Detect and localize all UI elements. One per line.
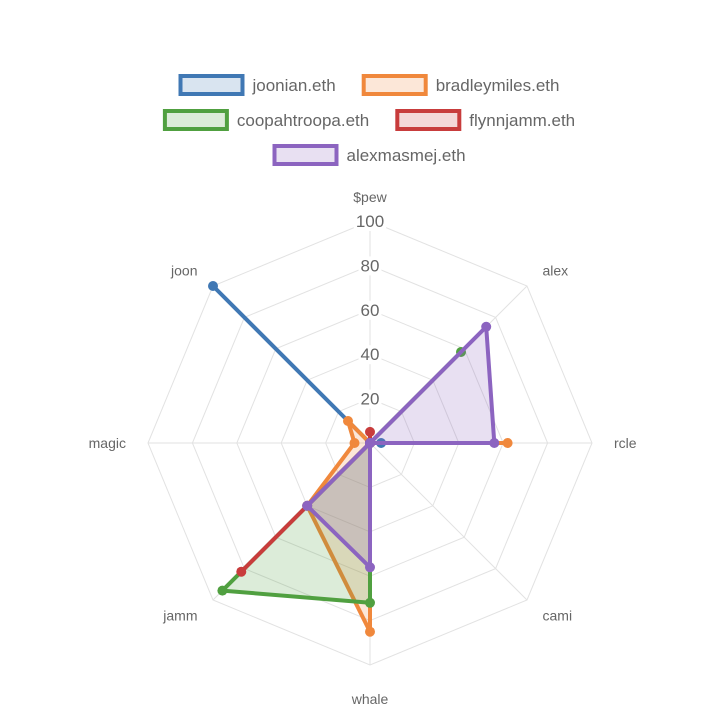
legend-swatch-2	[162, 109, 229, 131]
legend-item-1[interactable]: bradleymiles.eth	[361, 74, 560, 96]
axis-label-6: magic	[89, 435, 126, 451]
tick-label-40: 40	[361, 345, 380, 364]
tick-label-backdrop	[358, 389, 382, 409]
legend-label-4: alexmasmej.eth	[347, 146, 466, 165]
series-4-point-1[interactable]	[481, 321, 492, 332]
series-3-point-0[interactable]	[365, 426, 375, 437]
legend-swatch-3	[395, 109, 462, 131]
legend-item-4[interactable]: alexmasmej.eth	[272, 144, 466, 166]
series-0-point-7[interactable]	[208, 281, 218, 291]
series-4	[302, 321, 500, 573]
series-1-point-4[interactable]	[365, 626, 375, 637]
series-2-point-4[interactable]	[365, 597, 375, 608]
axis-labels: $pew alex rcle cami whale jamm magic joon	[89, 189, 637, 707]
radial-tick-labels: 20 40 60 80 100	[353, 212, 387, 409]
series-3-point-5[interactable]	[236, 566, 247, 577]
axis-label-3: cami	[543, 608, 573, 624]
grid-spoke-3	[369, 442, 528, 601]
legend-label-3: flynnjamm.eth	[469, 111, 575, 130]
axis-label-2: rcle	[614, 435, 637, 451]
tick-label-60: 60	[361, 301, 380, 320]
series-4-point-2[interactable]	[489, 438, 500, 448]
tick-label-backdrop	[353, 212, 387, 231]
legend-label-1: bradleymiles.eth	[436, 76, 560, 95]
series-4-point-5[interactable]	[302, 500, 313, 511]
legend-label-2: coopahtroopa.eth	[237, 111, 369, 130]
series-1-point-6[interactable]	[349, 438, 360, 448]
tick-label-backdrop	[358, 345, 382, 365]
series-1-point-7[interactable]	[343, 416, 353, 426]
radar-series-layer	[208, 281, 513, 637]
axis-label-1: alex	[543, 263, 569, 279]
axis-label-7: joon	[170, 263, 197, 279]
series-4-point-4[interactable]	[365, 562, 375, 573]
tick-label-80: 80	[361, 256, 380, 275]
legend-item-3[interactable]: flynnjamm.eth	[395, 109, 575, 131]
axis-label-4: whale	[351, 691, 389, 707]
legend: joonian.eth bradleymiles.eth coopahtroopa.…	[162, 74, 575, 166]
series-1-point-2[interactable]	[502, 438, 513, 448]
legend-label-0: joonian.eth	[252, 76, 336, 95]
legend-swatch-4	[272, 144, 339, 166]
legend-swatch-0	[178, 74, 245, 96]
tick-label-backdrop	[358, 256, 382, 276]
tick-label-backdrop	[358, 300, 382, 320]
legend-item-2[interactable]: coopahtroopa.eth	[162, 109, 369, 131]
series-4-point-7[interactable]	[365, 438, 375, 448]
tick-label-20: 20	[361, 390, 380, 409]
legend-swatch-1	[361, 74, 428, 96]
series-2-point-5[interactable]	[217, 585, 228, 596]
legend-item-0[interactable]: joonian.eth	[178, 74, 336, 96]
tick-label-100: 100	[356, 212, 384, 231]
axis-label-0: $pew	[353, 189, 387, 205]
axis-label-5: jamm	[162, 608, 197, 624]
